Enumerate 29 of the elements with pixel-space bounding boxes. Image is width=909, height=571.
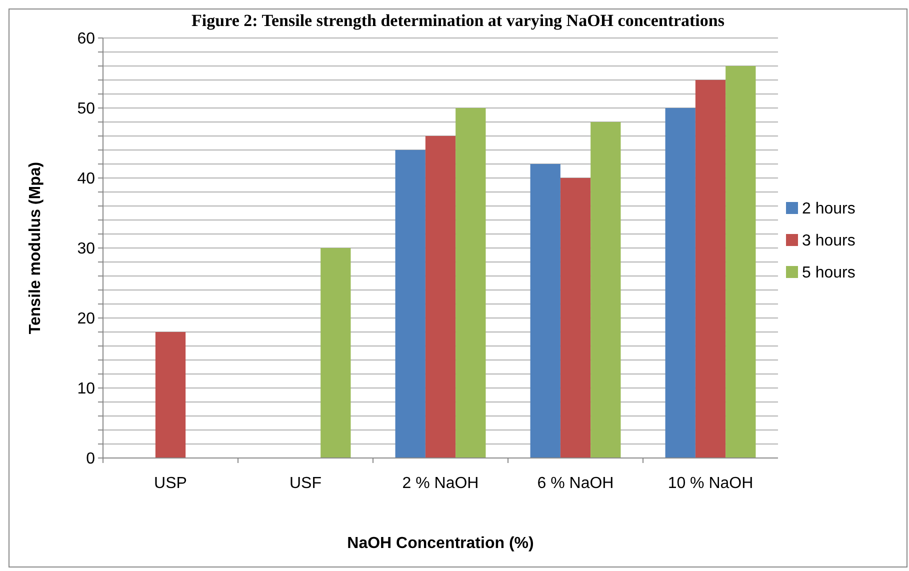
y-tick-label: 50 xyxy=(77,100,96,118)
legend-label: 5 hours xyxy=(802,264,856,282)
x-axis-title: NaOH Concentration (%) xyxy=(347,535,534,552)
legend-label: 2 hours xyxy=(802,200,856,218)
bar xyxy=(726,66,756,458)
y-tick-label: 30 xyxy=(77,240,96,258)
bar xyxy=(320,248,351,458)
y-tick-label: 60 xyxy=(77,30,96,48)
x-tick-label: USF xyxy=(290,475,322,492)
bar xyxy=(530,164,560,458)
legend-label: 3 hours xyxy=(802,232,856,250)
x-tick-label: 10 % NaOH xyxy=(668,475,754,492)
y-tick-label: 0 xyxy=(86,450,96,468)
bar xyxy=(590,122,621,458)
bar xyxy=(425,136,456,458)
bar xyxy=(155,332,186,458)
y-tick-label: 20 xyxy=(77,310,96,328)
bar xyxy=(560,178,591,458)
x-tick-label: 2 % NaOH xyxy=(402,475,479,492)
x-tick-label: USP xyxy=(154,475,187,492)
y-tick-label: 10 xyxy=(77,380,96,398)
bar xyxy=(695,80,726,458)
bar xyxy=(395,150,426,458)
bar xyxy=(456,108,486,458)
chart-title: Figure 2: Tensile strength determination at varying NaOH concentrations xyxy=(192,11,725,30)
y-tick-label: 40 xyxy=(77,170,96,188)
y-axis-title: Tensile modulus (Mpa) xyxy=(27,162,44,334)
bar xyxy=(665,108,696,458)
x-tick-label: 6 % NaOH xyxy=(537,475,614,492)
